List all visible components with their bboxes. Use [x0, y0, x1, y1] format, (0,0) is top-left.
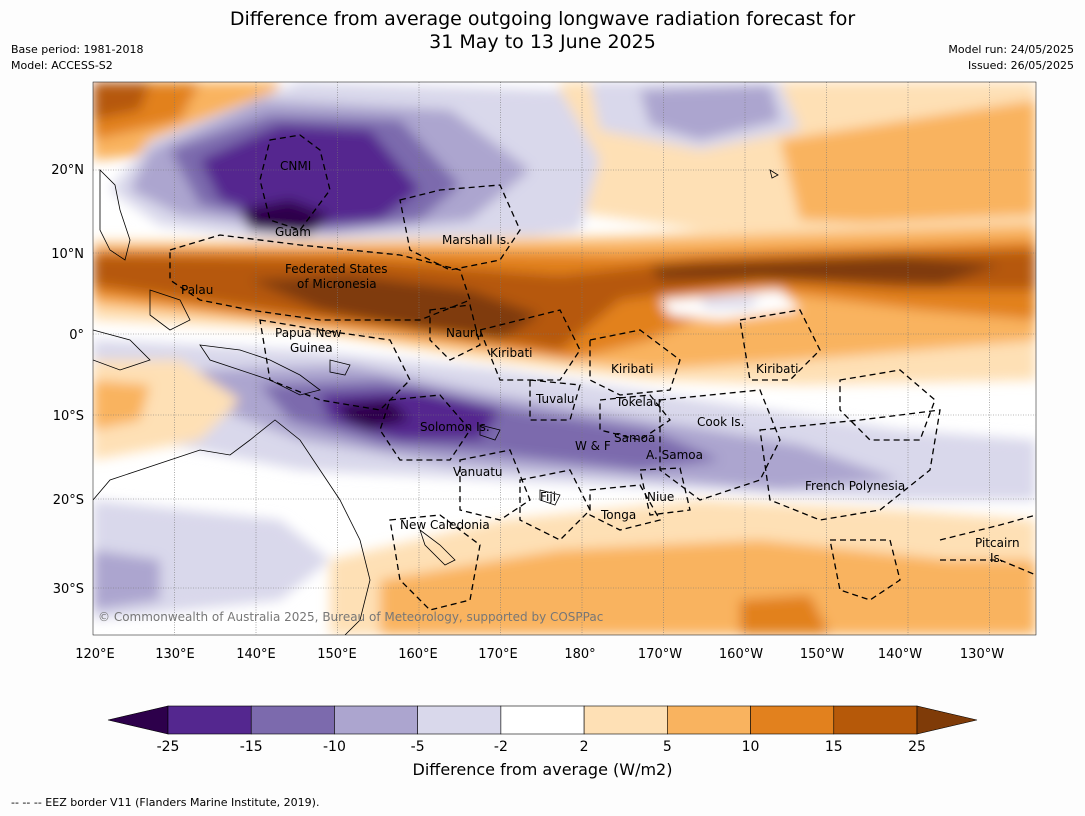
colorbar-swatch — [417, 705, 502, 735]
chart-title-line1: Difference from average outgoing longwav… — [229, 8, 856, 30]
label-fsm-2: of Micronesia — [297, 277, 377, 291]
colorbar-over-triangle — [916, 705, 978, 735]
coastlines — [93, 169, 779, 635]
map-frame — [92, 81, 1037, 636]
base-period: Base period: 1981-2018 — [11, 43, 144, 56]
label-tonga: Tonga — [600, 508, 636, 522]
label-niue: Niue — [647, 490, 674, 504]
chart-title-line2: 31 May to 13 June 2025 — [429, 31, 656, 53]
x-tick: 180° — [564, 647, 595, 662]
colorbar-swatch — [334, 705, 418, 735]
colorbar-tick-label: -2 — [494, 739, 508, 755]
y-tick: 20°S — [53, 493, 84, 508]
colorbar-tick-label: -5 — [411, 739, 425, 755]
label-pitcairn-1: Pitcairn — [975, 536, 1020, 550]
colorbar-under-triangle — [107, 705, 169, 735]
colorbar-swatch — [667, 705, 751, 735]
x-tick: 170°E — [478, 647, 518, 662]
label-kiribati-w: Kiribati — [490, 346, 532, 360]
label-cnmi: CNMI — [280, 159, 311, 173]
colorbar-tick-label: -10 — [323, 739, 346, 755]
graticule — [93, 82, 1036, 635]
colorbar: -25 -15 -10 -5 -2 2 5 10 15 25 — [107, 705, 978, 755]
colorbar-tick-label: 10 — [742, 739, 760, 755]
colorbar-swatch — [500, 705, 585, 735]
label-french-polynesia: French Polynesia — [805, 479, 905, 493]
issued-date: Issued: 26/05/2025 — [967, 59, 1074, 72]
y-axis-labels: 20°N 10°N 0° 10°S 20°S 30°S — [51, 163, 84, 597]
label-tokelau: Tokelau — [615, 395, 661, 409]
colorbar-tick-label: 15 — [825, 739, 843, 755]
label-samoa: Samoa — [614, 431, 655, 445]
label-nauru: Nauru — [446, 326, 482, 340]
label-pitcairn-2: Is. — [990, 551, 1004, 565]
label-kiribati-c: Kiribati — [611, 362, 653, 376]
label-guam: Guam — [275, 225, 311, 239]
label-solomon: Solomon Is. — [420, 420, 490, 434]
colorbar-tick-label: 2 — [580, 739, 589, 755]
x-tick: 160°E — [398, 647, 438, 662]
label-kiribati-e: Kiribati — [756, 362, 798, 376]
label-marshall: Marshall Is. — [442, 233, 510, 247]
colorbar-swatch — [167, 705, 252, 735]
model-run: Model run: 24/05/2025 — [948, 43, 1074, 56]
y-tick: 10°S — [53, 409, 84, 424]
label-fsm-1: Federated States — [285, 262, 387, 276]
model-name: Model: ACCESS-S2 — [11, 59, 113, 72]
x-axis-labels: 120°E 130°E 140°E 150°E 160°E 170°E 180°… — [75, 647, 1004, 662]
x-tick: 130°E — [155, 647, 195, 662]
y-tick: 0° — [69, 328, 84, 343]
eez-borders — [169, 134, 1036, 611]
x-tick: 160°W — [719, 647, 763, 662]
y-tick: 20°N — [51, 163, 84, 178]
colorbar-tick-label: 25 — [908, 739, 926, 755]
x-tick: 140°E — [236, 647, 276, 662]
copyright-note: © Commonwealth of Australia 2025, Bureau… — [98, 610, 603, 624]
colorbar-tick-label: 5 — [663, 739, 672, 755]
label-png-2: Guinea — [290, 341, 333, 355]
y-tick: 10°N — [51, 247, 84, 262]
label-new-caledonia: New Caledonia — [400, 518, 490, 532]
meta-right: Model run: 24/05/2025 Issued: 26/05/2025 — [948, 42, 1074, 74]
colorbar-swatch — [750, 705, 835, 735]
colorbar-title: Difference from average (W/m2) — [412, 760, 673, 779]
colorbar-swatch — [250, 705, 335, 735]
eez-footnote: -- -- -- EEZ border V11 (Flanders Marine… — [11, 796, 320, 809]
y-tick: 30°S — [53, 582, 84, 597]
label-fiji: Fiji — [540, 490, 556, 504]
colorbar-tick-label: -15 — [240, 739, 263, 755]
label-tuvalu: Tuvalu — [535, 392, 575, 406]
x-tick: 130°W — [960, 647, 1004, 662]
colorbar-swatch — [833, 705, 918, 735]
region-labels: CNMI Guam Marshall Is. Federated States … — [181, 159, 1020, 565]
olr-anomaly-field — [93, 82, 1036, 635]
x-tick: 140°W — [878, 647, 922, 662]
colorbar-swatch — [583, 705, 668, 735]
label-png-1: Papua New — [275, 326, 342, 340]
label-wf: W & F — [575, 439, 611, 453]
label-palau: Palau — [181, 283, 213, 297]
colorbar-tick-label: -25 — [157, 739, 180, 755]
label-cook: Cook Is. — [697, 415, 744, 429]
x-tick: 170°W — [638, 647, 682, 662]
label-vanuatu: Vanuatu — [453, 465, 503, 479]
x-tick: 150°W — [800, 647, 844, 662]
x-tick: 150°E — [317, 647, 357, 662]
meta-left: Base period: 1981-2018 Model: ACCESS-S2 — [11, 42, 143, 74]
label-asamoa: A. Samoa — [646, 448, 703, 462]
x-tick: 120°E — [75, 647, 115, 662]
